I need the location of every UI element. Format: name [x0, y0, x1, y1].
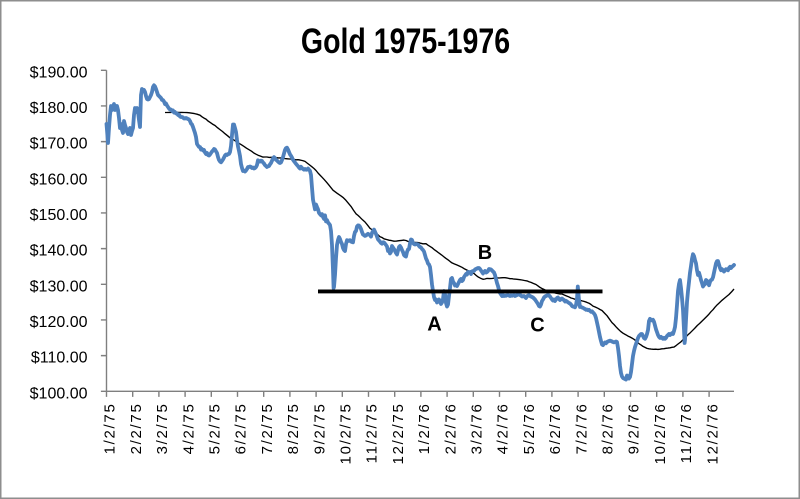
svg-text:8/2/75: 8/2/75	[285, 403, 302, 455]
svg-text:9/2/75: 9/2/75	[311, 403, 328, 455]
svg-text:$120.00: $120.00	[30, 314, 88, 331]
svg-text:10/2/75: 10/2/75	[338, 403, 355, 465]
svg-text:2/2/75: 2/2/75	[128, 403, 145, 455]
svg-text:12/2/75: 12/2/75	[390, 403, 407, 465]
svg-text:9/2/76: 9/2/76	[626, 403, 643, 455]
svg-text:3/2/76: 3/2/76	[469, 403, 486, 455]
svg-text:6/2/75: 6/2/75	[233, 403, 250, 455]
svg-text:5/2/76: 5/2/76	[521, 403, 538, 455]
svg-text:11/2/76: 11/2/76	[678, 403, 695, 464]
svg-text:$140.00: $140.00	[30, 243, 88, 260]
svg-text:$110.00: $110.00	[31, 350, 88, 367]
svg-text:Gold 1975-1976: Gold 1975-1976	[301, 21, 510, 60]
svg-text:$150.00: $150.00	[30, 207, 88, 224]
svg-text:1/2/75: 1/2/75	[102, 403, 119, 455]
svg-text:6/2/76: 6/2/76	[547, 403, 564, 455]
svg-text:C: C	[530, 315, 544, 337]
svg-text:$180.00: $180.00	[30, 100, 88, 117]
svg-text:A: A	[427, 313, 441, 335]
svg-text:4/2/75: 4/2/75	[180, 403, 197, 455]
svg-text:12/2/76: 12/2/76	[704, 403, 721, 465]
svg-text:$130.00: $130.00	[30, 278, 88, 295]
svg-text:2/2/76: 2/2/76	[442, 403, 459, 455]
svg-text:B: B	[478, 242, 492, 264]
svg-text:$170.00: $170.00	[30, 136, 88, 153]
svg-text:$160.00: $160.00	[30, 171, 88, 188]
svg-text:$190.00: $190.00	[30, 64, 88, 81]
svg-text:11/2/75: 11/2/75	[364, 403, 381, 464]
svg-text:1/2/76: 1/2/76	[416, 403, 433, 455]
svg-text:5/2/75: 5/2/75	[207, 403, 224, 455]
svg-text:10/2/76: 10/2/76	[652, 403, 669, 465]
svg-text:$100.00: $100.00	[30, 385, 88, 402]
svg-text:8/2/76: 8/2/76	[600, 403, 617, 455]
svg-text:3/2/75: 3/2/75	[154, 403, 171, 455]
svg-text:7/2/75: 7/2/75	[259, 403, 276, 455]
svg-text:7/2/76: 7/2/76	[573, 403, 590, 455]
svg-text:4/2/76: 4/2/76	[495, 403, 512, 455]
